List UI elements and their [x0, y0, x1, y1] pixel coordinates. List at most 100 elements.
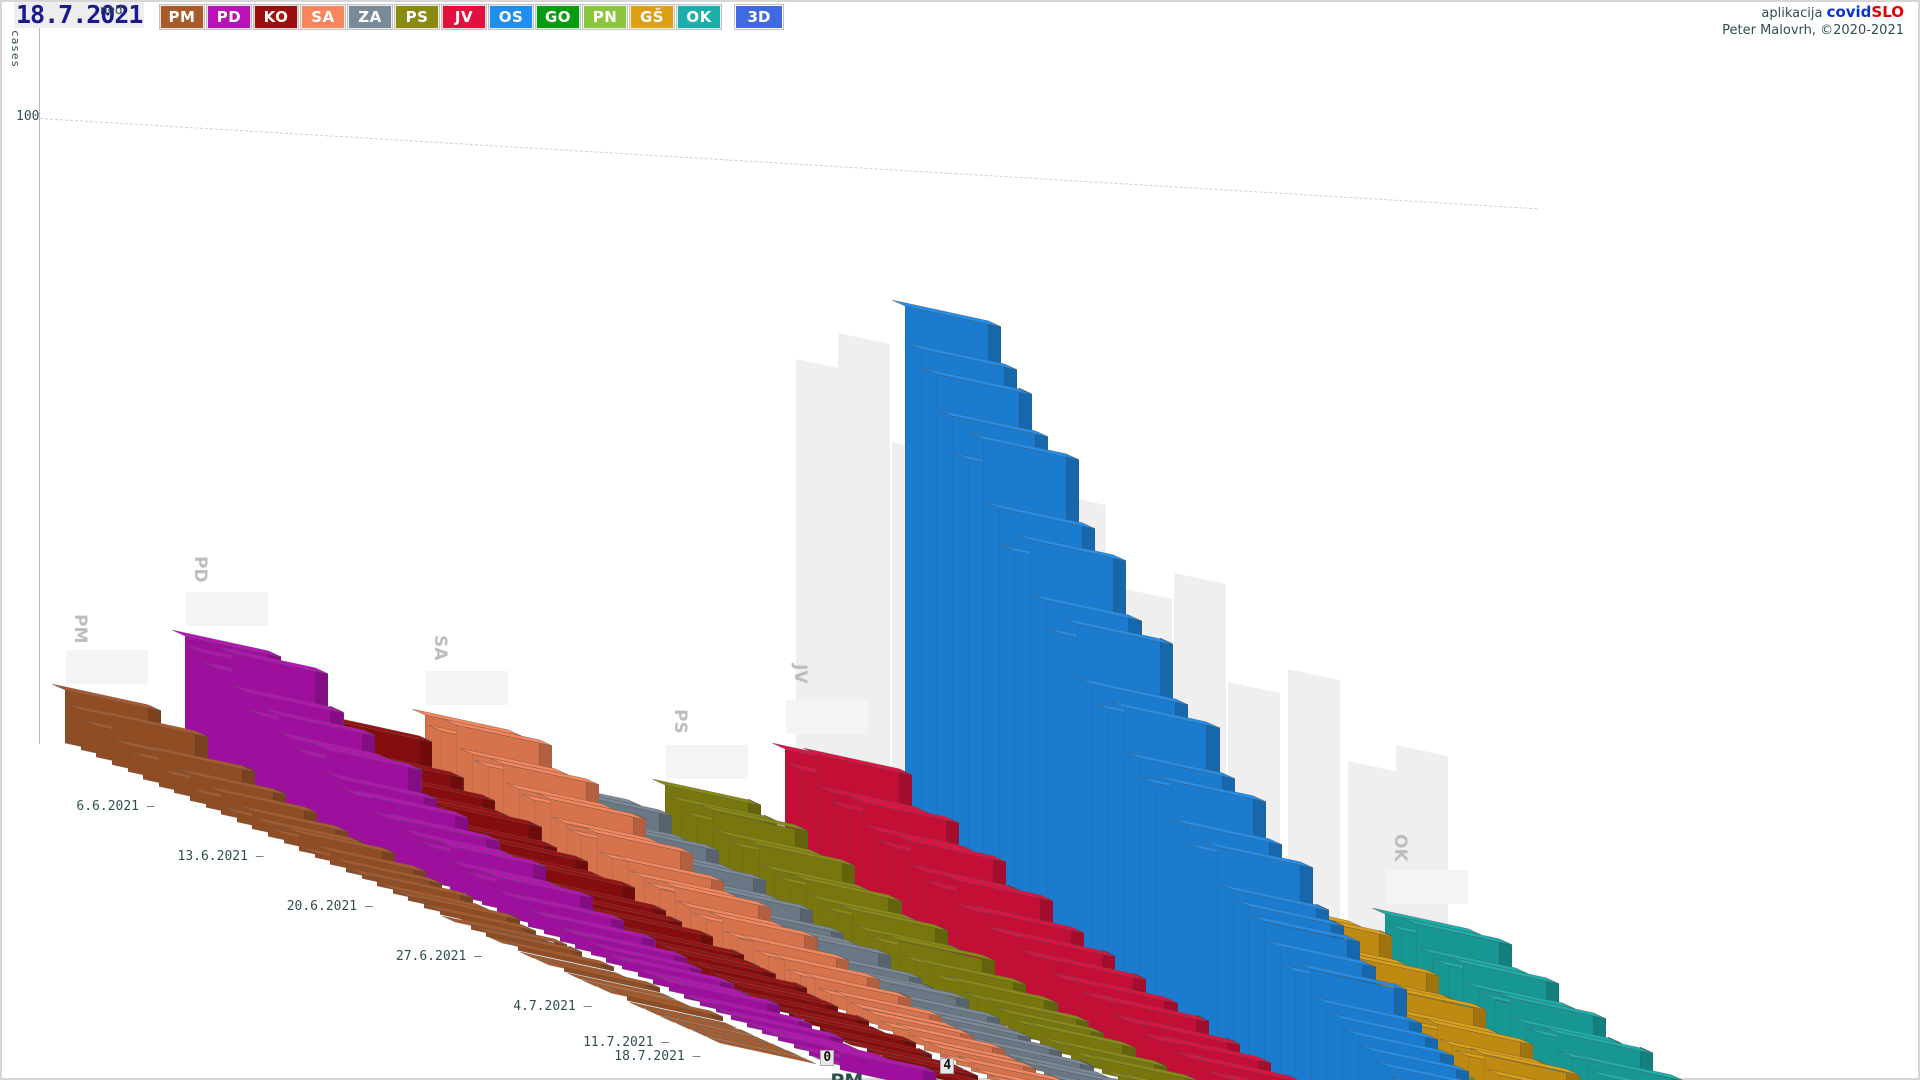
date-tick-label: 11.7.2021	[583, 1035, 669, 1050]
bar-top-PD	[452, 860, 562, 888]
bar-top-PS	[745, 839, 855, 867]
bar-top-PM	[176, 767, 286, 795]
legend-button-ko[interactable]: KO	[254, 5, 298, 29]
back-wall-panel	[666, 744, 748, 779]
bar-top-PS	[698, 804, 808, 832]
bar-top-SA	[614, 854, 724, 882]
bar-top-OS	[1172, 817, 1282, 845]
bar-top-JV	[1006, 929, 1116, 957]
back-wall-label-ok: OK	[1390, 833, 1410, 862]
bar-top-PM	[426, 904, 536, 932]
bar-top-SA	[412, 708, 522, 736]
bar-top-PM	[410, 892, 520, 920]
legend-button-os[interactable]: OS	[489, 5, 533, 29]
bar-top-PM	[379, 882, 489, 910]
bar-top-OS	[1063, 617, 1173, 645]
back-wall-panel	[786, 699, 868, 734]
back-wall-panel	[426, 670, 508, 705]
bar-top-OS	[970, 433, 1080, 461]
bar-top-GŠ	[1423, 1018, 1533, 1046]
legend-button-pn[interactable]: PN	[583, 5, 627, 29]
bar-top-PD	[406, 830, 516, 858]
back-wall-label-pm: PM	[70, 613, 90, 644]
legend-button-ok[interactable]: OK	[677, 5, 721, 29]
bar-top-SA	[552, 817, 662, 845]
bar-top-PD	[359, 791, 469, 819]
bar-top-JV	[1130, 1017, 1240, 1045]
bar-top-OS	[1250, 915, 1360, 943]
back-wall-label-jv: JV	[790, 663, 810, 684]
bar-top-OK	[1574, 1054, 1683, 1080]
bar-top-PM	[208, 786, 318, 814]
date-tick-label: 13.6.2021	[178, 849, 264, 864]
bar-top-PM	[707, 1037, 817, 1065]
legend-button-go[interactable]: GO	[536, 5, 580, 29]
bar-top-KO	[432, 800, 542, 828]
date-tick-label: 4.7.2021	[513, 999, 591, 1014]
bar-top-SA	[802, 971, 912, 999]
credits-app-line: aplikacija covidSLO	[1722, 4, 1904, 22]
bar-top-PD	[265, 708, 375, 736]
credits: aplikacija covidSLO Peter Malovrh, ©2020…	[1722, 4, 1904, 39]
bar-top-SA	[661, 880, 771, 908]
back-wall-panel	[66, 649, 148, 684]
bar-top-PD	[328, 772, 438, 800]
bar-top-PS	[917, 957, 1027, 985]
credits-author: Peter Malovrh, ©2020-2021	[1722, 23, 1904, 38]
bar-top-JV	[896, 835, 1006, 863]
bar-top-GŠ	[1470, 1048, 1580, 1076]
bar-top-PD	[484, 870, 594, 898]
legend-button-sa[interactable]: SA	[301, 5, 345, 29]
legend-button-za[interactable]: ZA	[348, 5, 392, 29]
toolbar: 18.7.2021 ned PM PD KO SA ZA PS JV OS GO PN GŠ OK 3…	[0, 0, 1920, 38]
bar-top-PM	[145, 744, 255, 772]
bar-top-OS	[1110, 700, 1220, 728]
value-label-pm: 0	[820, 1050, 835, 1067]
bar-top-KO	[635, 928, 745, 956]
date-tick-label: 6.6.2021	[76, 799, 154, 814]
bar-top-PD	[218, 647, 328, 675]
bar-top-PM	[239, 805, 349, 832]
bar-top-OK	[1418, 947, 1528, 975]
bar-top-JV	[1099, 994, 1209, 1022]
bar-top-OS	[907, 342, 1017, 370]
date-tick-label: 27.6.2021	[396, 949, 482, 964]
frame-top	[0, 0, 1920, 2]
bar-top-OS	[1235, 899, 1345, 927]
bar-top-PS	[652, 778, 762, 806]
bar-top-OS	[1126, 752, 1236, 780]
bar-top-PM	[52, 683, 162, 711]
bar-top-OK	[1465, 981, 1575, 1009]
date-tick-label: 18.7.2021	[614, 1049, 700, 1064]
bar-top-PS	[1026, 1020, 1136, 1048]
bar-top-OS	[1157, 775, 1267, 803]
bar-top-SA	[583, 827, 693, 855]
bar-top-SA	[770, 952, 880, 980]
toggle-3d-button[interactable]: 3D	[735, 5, 783, 29]
legend-button-ps[interactable]: PS	[395, 5, 439, 29]
bar-top-PS	[792, 873, 902, 901]
bar-top-JV	[818, 786, 928, 814]
bar-top-PM	[98, 709, 208, 737]
bar-top-JV	[912, 864, 1022, 892]
region-legend: PM PD KO SA ZA PS JV OS GO PN GŠ OK	[160, 5, 721, 29]
bar-top-SA	[677, 901, 787, 929]
legend-button-gš[interactable]: GŠ	[630, 5, 674, 29]
bar-top-OK	[1590, 1070, 1638, 1080]
bar-top-JV	[943, 874, 1053, 902]
back-wall-label-ps: PS	[670, 708, 690, 734]
legend-button-pm[interactable]: PM	[160, 5, 204, 29]
bar-top-PS	[714, 829, 824, 857]
bar-top-PS	[948, 976, 1058, 1004]
bar-top-SA	[443, 718, 553, 746]
bar-top-KO	[666, 947, 776, 975]
bar-top-JV	[1068, 975, 1178, 1003]
legend-button-pd[interactable]: PD	[207, 5, 251, 29]
bar-top-JV	[1037, 952, 1147, 980]
bar-top-OS	[1219, 883, 1329, 911]
bar-top-PM	[254, 816, 364, 844]
bar-top-OK	[1496, 991, 1606, 1019]
legend-button-jv[interactable]: JV	[442, 5, 486, 29]
